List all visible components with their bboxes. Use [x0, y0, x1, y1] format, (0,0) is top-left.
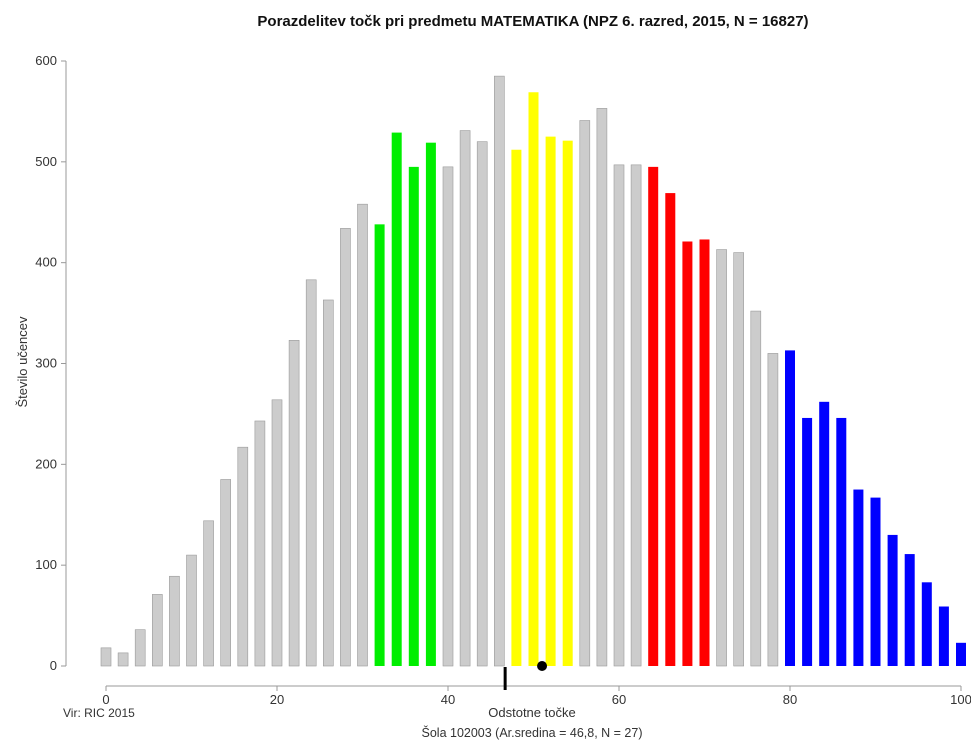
y-tick-label-0: 0: [50, 658, 57, 673]
x-tick-label-20: 20: [270, 692, 284, 707]
bar-76: [750, 310, 762, 667]
bar-98: [938, 606, 949, 666]
y-axis: 0 100 200 300 400 500 600: [35, 53, 67, 673]
bar-90: [870, 497, 881, 666]
bar-82: [802, 417, 813, 666]
bar-2: [117, 652, 129, 667]
y-tick-label-200: 200: [35, 456, 57, 471]
y-tick-label-300: 300: [35, 356, 57, 371]
bar-42: [459, 130, 471, 667]
source-note: Vir: RIC 2015: [63, 706, 135, 720]
bar-24: [305, 279, 317, 667]
bar-78: [767, 353, 779, 667]
x-tick-label-0: 0: [102, 692, 109, 707]
bar-30: [357, 203, 368, 667]
bar-92: [887, 534, 898, 666]
bar-32: [374, 224, 385, 666]
bar-80: [785, 350, 795, 666]
bar-74: [733, 252, 745, 667]
bar-10: [186, 554, 197, 667]
bar-84: [819, 401, 830, 666]
bar-50: [528, 92, 539, 667]
markers: [503, 661, 548, 690]
bar-18: [254, 420, 266, 667]
x-tick-label-80: 80: [783, 692, 797, 707]
bar-16: [237, 446, 249, 667]
y-axis-label: Število učencev: [15, 316, 30, 408]
bar-28: [340, 228, 351, 667]
bar-46: [493, 75, 505, 667]
bar-58: [596, 108, 608, 667]
bar-54: [562, 140, 573, 667]
bar-72: [716, 249, 727, 667]
bar-20: [271, 399, 283, 667]
bar-36: [408, 166, 419, 666]
bar-48: [511, 149, 522, 666]
y-tick-label-400: 400: [35, 255, 57, 270]
bar-0: [100, 647, 112, 667]
x-axis-label: Odstotne točke: [488, 705, 575, 720]
bar-64: [648, 166, 659, 666]
bar-40: [442, 166, 454, 667]
bar-44: [476, 141, 488, 667]
x-tick-label-100: 100: [950, 692, 971, 707]
bar-68: [682, 241, 693, 666]
y-tick-label-500: 500: [35, 154, 57, 169]
school-note: Šola 102003 (Ar.sredina = 46,8, N = 27): [422, 725, 643, 740]
bar-70: [699, 239, 710, 666]
bar-12: [203, 520, 214, 667]
bar-94: [904, 554, 915, 666]
y-tick-label-600: 600: [35, 53, 57, 68]
y-tick-label-100: 100: [35, 557, 57, 572]
x-tick-label-60: 60: [612, 692, 626, 707]
bar-26: [322, 299, 334, 667]
bar-56: [579, 120, 591, 667]
bar-4: [134, 629, 146, 667]
bar-8: [169, 575, 180, 667]
bar-86: [836, 417, 847, 666]
bars: [100, 75, 966, 667]
bar-34: [391, 132, 402, 666]
marker-dot: [537, 661, 548, 671]
bar-88: [853, 489, 864, 666]
bar-22: [288, 340, 300, 667]
bar-14: [220, 479, 231, 667]
x-tick-label-40: 40: [441, 692, 455, 707]
bar-6: [152, 594, 163, 667]
bar-96: [921, 582, 932, 666]
bar-60: [613, 164, 625, 667]
x-axis: 0 20 40 60 80 100: [102, 685, 971, 707]
bar-100: [956, 642, 966, 666]
bar-66: [665, 193, 676, 666]
bar-38: [425, 142, 436, 667]
chart-title: Porazdelitev točk pri predmetu MATEMATIK…: [257, 13, 808, 30]
bar-52: [545, 136, 556, 666]
bar-62: [630, 164, 642, 667]
